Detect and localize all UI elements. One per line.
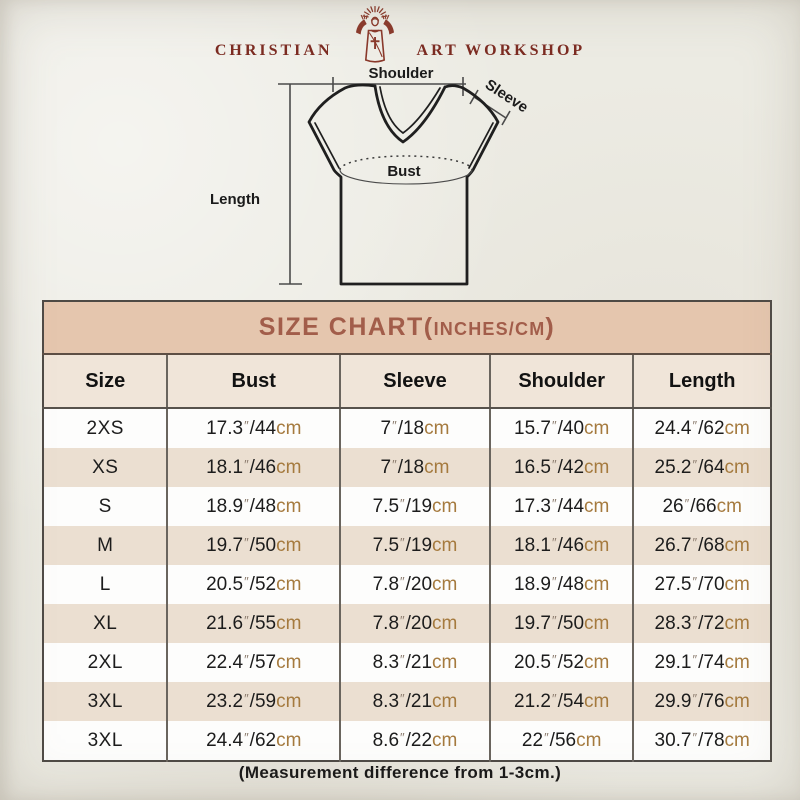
shirt-outline <box>307 83 500 286</box>
table-row: M 19.7″/50cm 7.5″/19cm 18.1″/46cm 26.7″/68cm <box>43 526 771 565</box>
shoulder-cell: 18.9″/48cm <box>488 565 634 604</box>
sleeve-cell: 8.3″/21cm <box>339 643 490 682</box>
size-cell: 2XL <box>43 643 168 682</box>
table-row: S 18.9″/48cm 7.5″/19cm 17.3″/44cm 26″/66cm <box>43 487 771 526</box>
length-cell: 27.5″/70cm <box>632 565 771 604</box>
bust-cell: 21.6″/55cm <box>166 604 341 643</box>
title-main: SIZE CHART( <box>258 313 434 341</box>
bust-cell: 18.9″/48cm <box>166 487 341 526</box>
length-cell: 24.4″/62cm <box>632 408 771 448</box>
size-cell: 2XS <box>43 408 168 448</box>
brand-name-left: CHRISTIAN <box>214 42 333 59</box>
sleeve-cell: 8.6″/22cm <box>339 721 490 761</box>
sleeve-cell: 7.8″/20cm <box>339 565 490 604</box>
shoulder-label: Shoulder <box>368 65 433 82</box>
sleeve-cell: 7″/18cm <box>339 408 490 448</box>
table-row: 2XL 22.4″/57cm 8.3″/21cm 20.5″/52cm 29.1″/74… <box>43 643 771 682</box>
sleeve-cell: 7.5″/19cm <box>339 487 490 526</box>
bust-cell: 19.7″/50cm <box>166 526 341 565</box>
bust-cell: 17.3″/44cm <box>166 408 341 448</box>
length-cell: 28.3″/72cm <box>632 604 771 643</box>
table-row: L 20.5″/52cm 7.8″/20cm 18.9″/48cm 27.5″/70cm <box>43 565 771 604</box>
table-row: 3XL 23.2″/59cm 8.3″/21cm 21.2″/54cm 29.9″/76… <box>43 682 771 721</box>
bust-cell: 18.1″/46cm <box>166 448 341 487</box>
bust-cell: 22.4″/57cm <box>166 643 341 682</box>
column-header-bust: Bust <box>166 354 341 409</box>
length-cell: 29.9″/76cm <box>632 682 771 721</box>
size-chart-title: SIZE CHART(INCHES/CM) <box>43 301 771 355</box>
bust-ellipse-bottom <box>339 169 473 185</box>
length-cell: 25.2″/64cm <box>632 448 771 487</box>
column-header-size: Size <box>43 354 168 409</box>
size-cell: XL <box>43 604 168 643</box>
size-chart-title-row: SIZE CHART(INCHES/CM) <box>43 301 771 355</box>
sleeve-cell: 7.5″/19cm <box>339 526 490 565</box>
shoulder-cell: 15.7″/40cm <box>488 408 634 448</box>
size-chart: SIZE CHART(INCHES/CM) Size Bust Sleeve S… <box>42 300 772 762</box>
title-close: ) <box>545 313 556 341</box>
shoulder-cell: 22″/56cm <box>488 721 634 761</box>
sleeve-cell: 7.8″/20cm <box>339 604 490 643</box>
length-cell: 29.1″/74cm <box>632 643 771 682</box>
shirt-measurement-diagram: Shoulder Sleeve Bust Length <box>210 65 531 286</box>
table-row: XL 21.6″/55cm 7.8″/20cm 19.7″/50cm 28.3″/72c… <box>43 604 771 643</box>
brand-logo: CHRISTIAN <box>0 6 800 68</box>
length-cell: 30.7″/78cm <box>632 721 771 761</box>
column-header-sleeve: Sleeve <box>339 354 490 409</box>
bust-cell: 24.4″/62cm <box>166 721 341 761</box>
length-cell: 26.7″/68cm <box>632 526 771 565</box>
bust-label: Bust <box>387 163 420 180</box>
measurement-lines <box>278 77 511 285</box>
shoulder-cell: 16.5″/42cm <box>488 448 634 487</box>
table-row: XS 18.1″/46cm 7″/18cm 16.5″/42cm 25.2″/64cm <box>43 448 771 487</box>
table-row: 3XL 24.4″/62cm 8.6″/22cm 22″/56cm 30.7″/78cm <box>43 721 771 761</box>
size-cell: S <box>43 487 168 526</box>
size-cell: 3XL <box>43 721 168 761</box>
measurement-note: (Measurement difference from 1-3cm.) <box>238 763 562 782</box>
size-cell: L <box>43 565 168 604</box>
column-header-length: Length <box>632 354 771 409</box>
column-header-row: Size Bust Sleeve Shoulder Length <box>43 354 771 409</box>
shoulder-cell: 20.5″/52cm <box>488 643 634 682</box>
shoulder-cell: 21.2″/54cm <box>488 682 634 721</box>
bust-cell: 23.2″/59cm <box>166 682 341 721</box>
column-header-shoulder: Shoulder <box>488 354 634 409</box>
shoulder-cell: 19.7″/50cm <box>488 604 634 643</box>
length-label: Length <box>210 191 260 208</box>
jesus-sunburst-icon <box>355 6 394 63</box>
size-chart-table: SIZE CHART(INCHES/CM) Size Bust Sleeve S… <box>42 300 772 762</box>
size-cell: XS <box>43 448 168 487</box>
sleeve-cell: 7″/18cm <box>339 448 490 487</box>
size-table-body: 2XS 17.3″/44cm 7″/18cm 15.7″/40cm 24.4″/62cm… <box>43 408 771 761</box>
shoulder-cell: 18.1″/46cm <box>488 526 634 565</box>
length-cell: 26″/66cm <box>632 487 771 526</box>
brand-name-right: ART WORKSHOP <box>416 42 586 59</box>
sleeve-cell: 8.3″/21cm <box>339 682 490 721</box>
size-cell: M <box>43 526 168 565</box>
bust-cell: 20.5″/52cm <box>166 565 341 604</box>
title-sub: INCHES/CM <box>433 319 546 339</box>
table-row: 2XS 17.3″/44cm 7″/18cm 15.7″/40cm 24.4″/62cm <box>43 408 771 448</box>
shoulder-cell: 17.3″/44cm <box>488 487 634 526</box>
size-cell: 3XL <box>43 682 168 721</box>
